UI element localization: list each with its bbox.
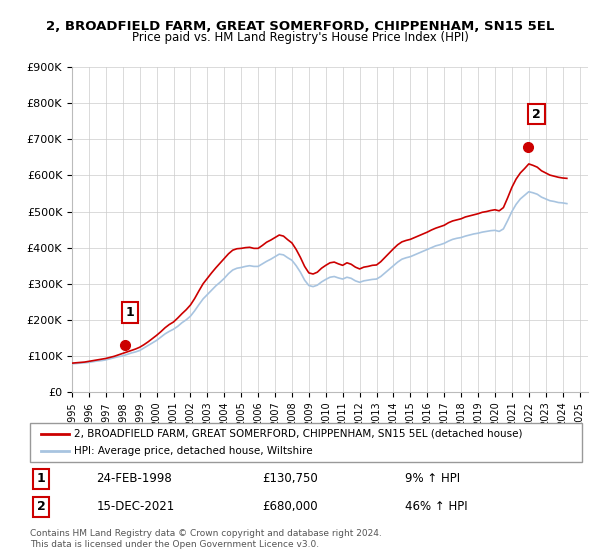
Text: 9% ↑ HPI: 9% ↑ HPI (406, 472, 460, 486)
Text: 1: 1 (126, 306, 135, 319)
Text: 46% ↑ HPI: 46% ↑ HPI (406, 500, 468, 514)
Text: Price paid vs. HM Land Registry's House Price Index (HPI): Price paid vs. HM Land Registry's House … (131, 31, 469, 44)
FancyBboxPatch shape (30, 423, 582, 462)
Text: £130,750: £130,750 (262, 472, 317, 486)
Text: 2: 2 (37, 500, 46, 514)
Text: 1: 1 (37, 472, 46, 486)
Text: Contains HM Land Registry data © Crown copyright and database right 2024.
This d: Contains HM Land Registry data © Crown c… (30, 529, 382, 549)
Text: 2: 2 (532, 108, 541, 120)
Text: 2, BROADFIELD FARM, GREAT SOMERFORD, CHIPPENHAM, SN15 5EL (detached house): 2, BROADFIELD FARM, GREAT SOMERFORD, CHI… (74, 429, 523, 439)
Text: HPI: Average price, detached house, Wiltshire: HPI: Average price, detached house, Wilt… (74, 446, 313, 456)
Text: 2, BROADFIELD FARM, GREAT SOMERFORD, CHIPPENHAM, SN15 5EL: 2, BROADFIELD FARM, GREAT SOMERFORD, CHI… (46, 20, 554, 32)
Text: £680,000: £680,000 (262, 500, 317, 514)
Text: 15-DEC-2021: 15-DEC-2021 (96, 500, 175, 514)
Text: 24-FEB-1998: 24-FEB-1998 (96, 472, 172, 486)
